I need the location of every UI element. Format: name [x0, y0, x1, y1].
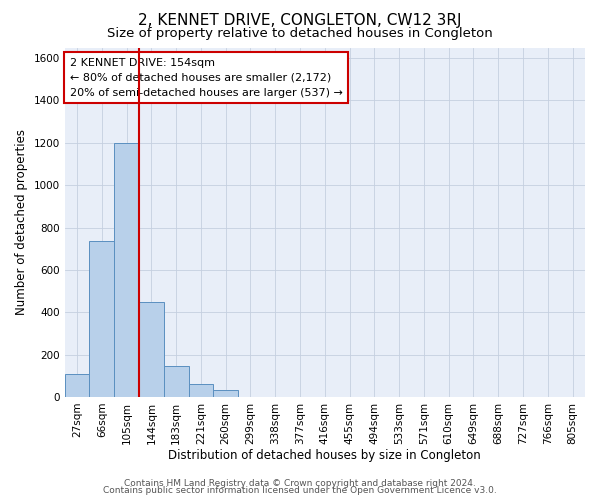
Bar — [139, 302, 164, 397]
X-axis label: Distribution of detached houses by size in Congleton: Distribution of detached houses by size … — [169, 450, 481, 462]
Bar — [188, 384, 214, 397]
Bar — [89, 242, 114, 397]
Bar — [214, 390, 238, 397]
Text: Contains public sector information licensed under the Open Government Licence v3: Contains public sector information licen… — [103, 486, 497, 495]
Bar — [65, 374, 89, 397]
Y-axis label: Number of detached properties: Number of detached properties — [15, 129, 28, 315]
Text: 2, KENNET DRIVE, CONGLETON, CW12 3RJ: 2, KENNET DRIVE, CONGLETON, CW12 3RJ — [138, 12, 462, 28]
Text: Size of property relative to detached houses in Congleton: Size of property relative to detached ho… — [107, 28, 493, 40]
Text: 2 KENNET DRIVE: 154sqm
← 80% of detached houses are smaller (2,172)
20% of semi-: 2 KENNET DRIVE: 154sqm ← 80% of detached… — [70, 58, 343, 98]
Text: Contains HM Land Registry data © Crown copyright and database right 2024.: Contains HM Land Registry data © Crown c… — [124, 478, 476, 488]
Bar — [114, 143, 139, 397]
Bar — [164, 366, 188, 397]
